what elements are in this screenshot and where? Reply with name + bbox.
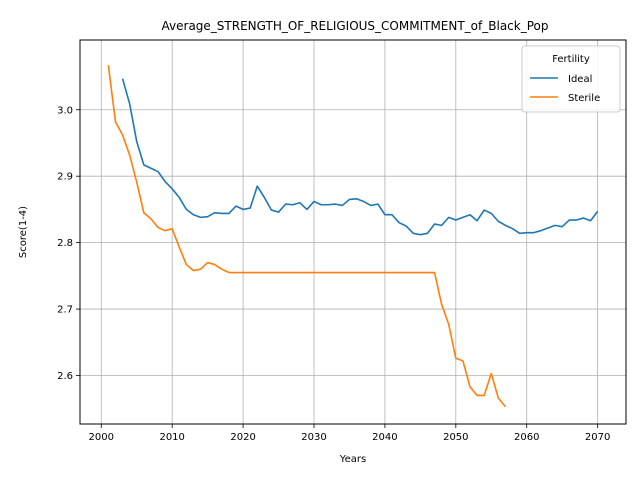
x-tick-label: 2070	[585, 432, 610, 443]
x-tick-label: 2050	[443, 432, 468, 443]
y-axis-ticks: 2.6 2.7 2.8 2.9 3.0	[57, 105, 80, 382]
chart-title: Average_STRENGTH_OF_RELIGIOUS_COMMITMENT…	[162, 19, 549, 33]
y-tick-label: 3.0	[57, 105, 73, 116]
legend-box	[521, 45, 621, 113]
x-axis-label: Years	[339, 454, 366, 465]
y-tick-label: 2.8	[57, 238, 73, 249]
plot-frame	[79, 39, 627, 425]
x-tick-label: 2020	[230, 432, 255, 443]
legend: Fertility Ideal Sterile	[521, 45, 621, 113]
legend-title: Fertility	[552, 54, 590, 65]
y-tick-label: 2.7	[57, 305, 73, 316]
x-tick-label: 2040	[372, 432, 397, 443]
y-tick-label: 2.9	[57, 172, 73, 183]
series-line-sterile	[107, 65, 507, 408]
y-tick-label: 2.6	[57, 371, 73, 382]
x-tick-label: 2030	[301, 432, 326, 443]
x-tick-label: 2060	[514, 432, 539, 443]
legend-label-sterile: Sterile	[568, 93, 600, 104]
y-axis-label: Score(1-4)	[18, 206, 29, 258]
x-tick-label: 2000	[89, 432, 114, 443]
x-axis-ticks: 2000 2010 2020 2030 2040 2050 2060 2070	[89, 424, 610, 443]
x-tick-label: 2010	[159, 432, 184, 443]
legend-label-ideal: Ideal	[568, 74, 592, 85]
series-line-ideal	[121, 78, 599, 236]
data-series	[107, 65, 599, 408]
